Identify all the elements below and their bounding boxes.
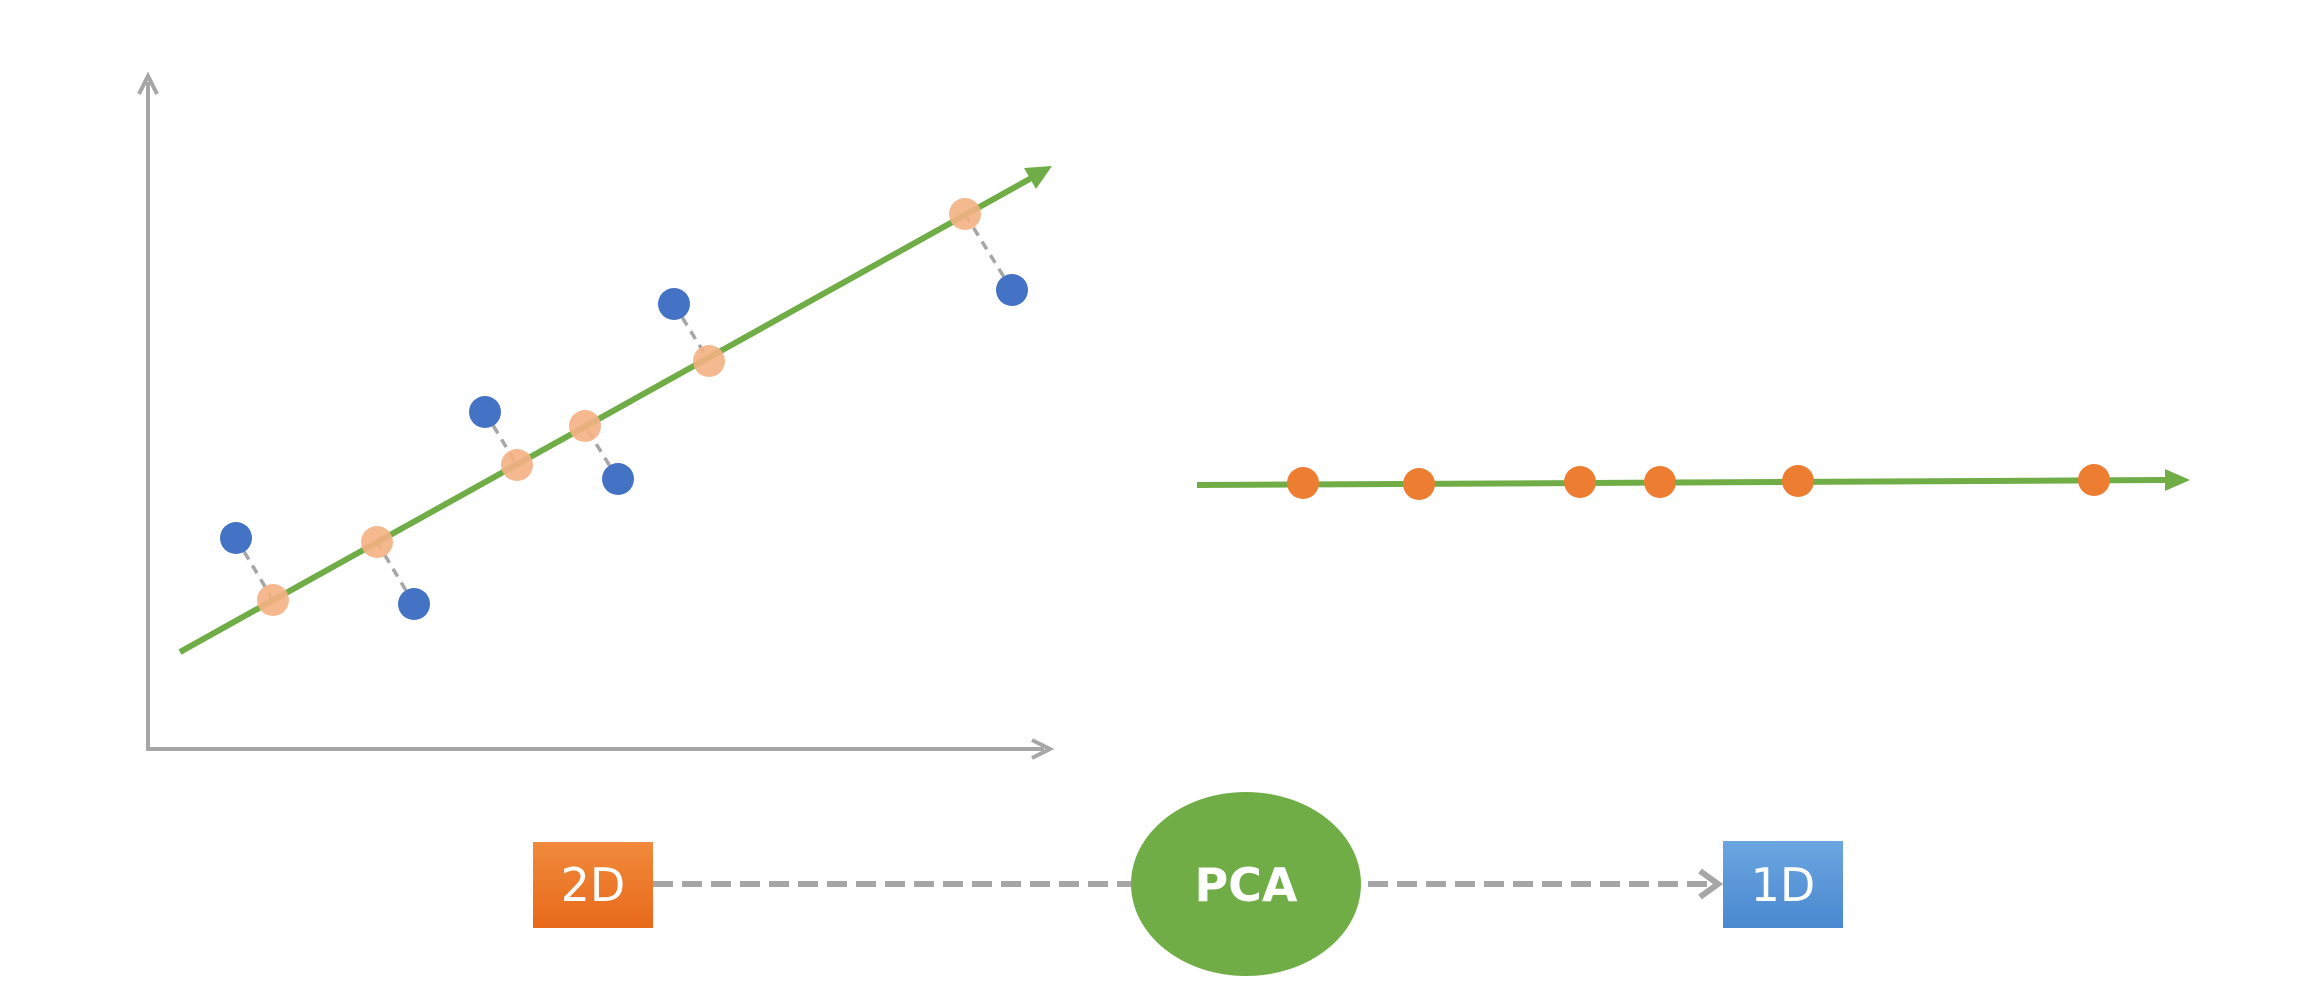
source-box bbox=[533, 842, 653, 928]
target-label: 1D bbox=[1751, 858, 1816, 912]
target-box bbox=[1723, 841, 1843, 928]
projected-points bbox=[257, 198, 981, 616]
one-d-point bbox=[1644, 466, 1676, 498]
data-point bbox=[398, 588, 430, 620]
principal-axis bbox=[178, 173, 1037, 655]
y-axis-arrow bbox=[137, 71, 159, 95]
source-label: 2D bbox=[561, 858, 626, 912]
projections bbox=[234, 213, 1014, 605]
one-d-point bbox=[1403, 468, 1435, 500]
projection-line bbox=[375, 541, 416, 605]
projected-point bbox=[361, 526, 393, 558]
projected-point bbox=[949, 198, 981, 230]
data-point bbox=[469, 396, 501, 428]
original-points bbox=[220, 274, 1028, 620]
data-point bbox=[658, 288, 690, 320]
data-point bbox=[996, 274, 1028, 306]
one-d-points bbox=[1287, 464, 2110, 500]
one-d-axis bbox=[1196, 477, 2171, 488]
projection-line bbox=[234, 537, 275, 601]
one-d-point bbox=[1782, 465, 1814, 497]
data-point bbox=[602, 463, 634, 495]
projected-point bbox=[257, 584, 289, 616]
data-point bbox=[220, 522, 252, 554]
x-axis-arrow bbox=[1031, 738, 1055, 760]
connector-arrow bbox=[1698, 868, 1724, 900]
projected-point bbox=[569, 410, 601, 442]
projected-point bbox=[501, 449, 533, 481]
principal-axis-arrow bbox=[1024, 166, 1052, 189]
one-d-point bbox=[1287, 467, 1319, 499]
one-d-point bbox=[1564, 466, 1596, 498]
method-label: PCA bbox=[1194, 858, 1297, 912]
one-d-point bbox=[2078, 464, 2110, 496]
projected-point bbox=[693, 345, 725, 377]
axes bbox=[137, 71, 1055, 760]
one-d-axis-arrow bbox=[2165, 469, 2190, 491]
method-ellipse bbox=[1131, 792, 1361, 976]
